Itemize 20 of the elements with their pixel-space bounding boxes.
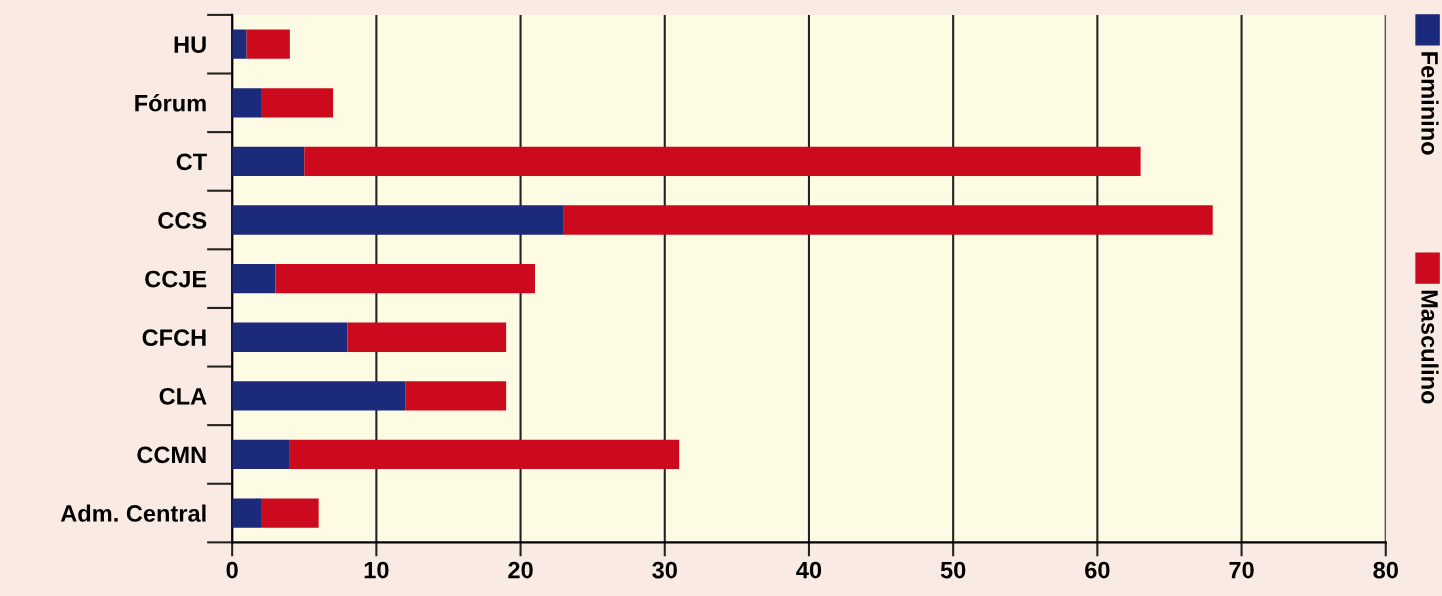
x-tick-label: 80	[1373, 561, 1398, 579]
x-tick-label: 40	[796, 561, 822, 579]
y-tick-label: CLA	[159, 387, 207, 405]
x-tick-label: 70	[1229, 561, 1254, 579]
y-tick-label: HU	[174, 36, 206, 53]
x-tick-label: 60	[1085, 561, 1110, 579]
y-tick-label: Fórum	[135, 94, 206, 112]
x-tick-label: 30	[652, 561, 677, 579]
x-tick-label: 50	[940, 561, 966, 579]
x-tick-label: 10	[364, 561, 389, 579]
legend-label: Masculino	[1421, 290, 1439, 404]
x-tick-label: 0	[226, 561, 238, 579]
y-tick-label: CT	[176, 153, 207, 171]
y-tick-label: Adm. Central	[60, 504, 206, 522]
x-tick-label: 20	[508, 561, 533, 579]
y-tick-label: CFCH	[142, 329, 206, 347]
legend-label: Feminino	[1421, 52, 1439, 155]
y-tick-label: CCS	[158, 212, 207, 229]
y-tick-label: CCMN	[137, 446, 206, 464]
y-tick-label: CCJE	[145, 270, 207, 288]
